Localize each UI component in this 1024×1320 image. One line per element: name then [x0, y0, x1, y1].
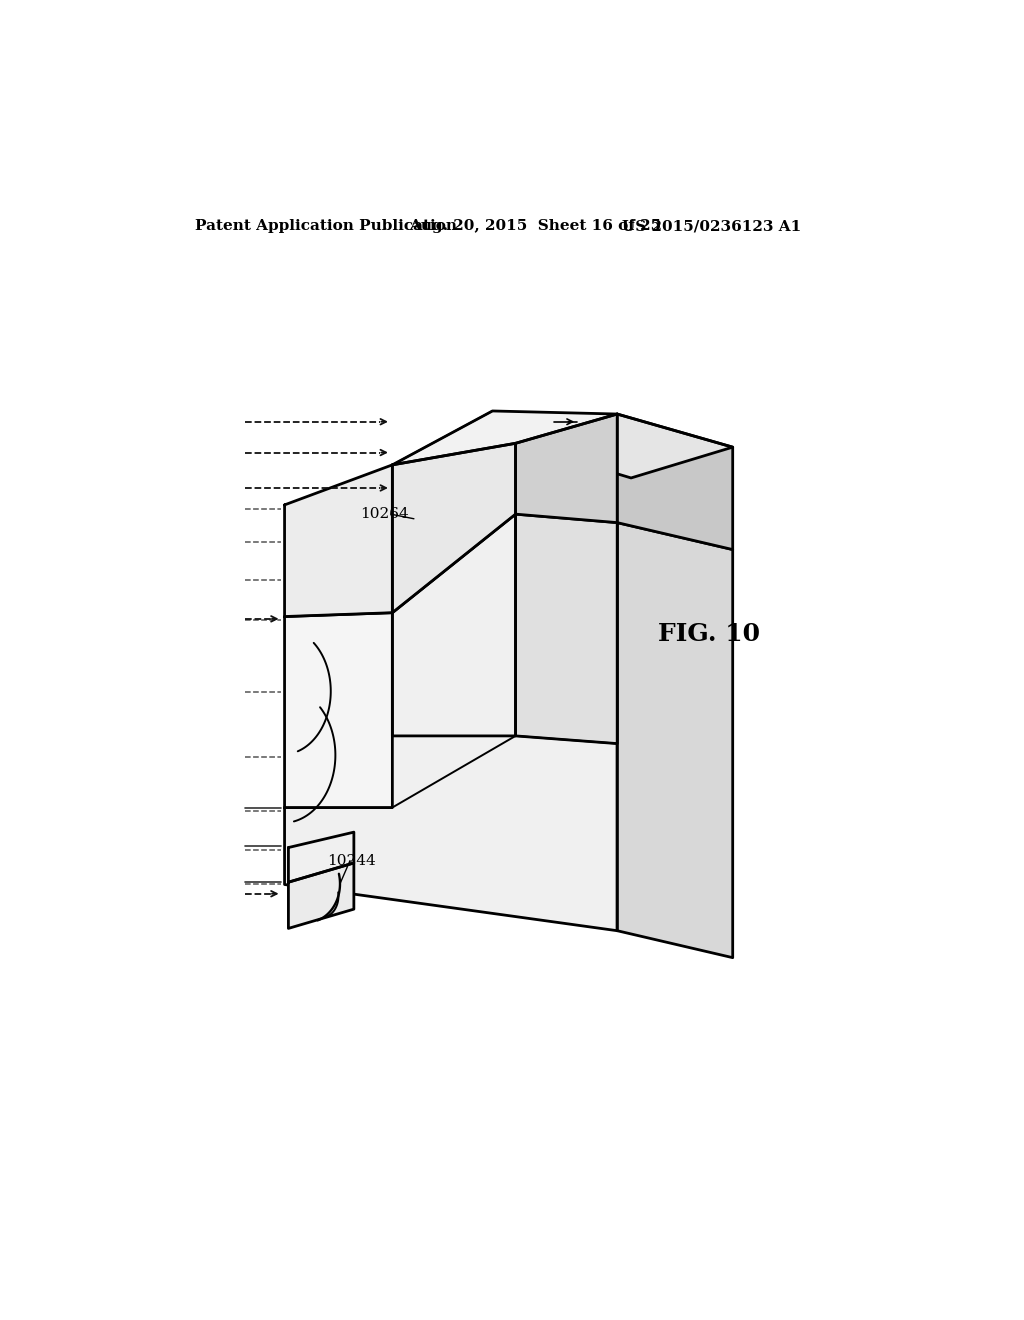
- Polygon shape: [617, 523, 733, 958]
- Text: FIG. 10: FIG. 10: [658, 622, 760, 647]
- Polygon shape: [515, 414, 617, 523]
- Polygon shape: [285, 612, 392, 808]
- Polygon shape: [285, 465, 392, 616]
- Polygon shape: [515, 414, 733, 478]
- Polygon shape: [617, 414, 733, 549]
- Text: 10264: 10264: [360, 507, 409, 521]
- Text: US 2015/0236123 A1: US 2015/0236123 A1: [622, 219, 801, 234]
- Text: Aug. 20, 2015  Sheet 16 of 25: Aug. 20, 2015 Sheet 16 of 25: [410, 219, 662, 234]
- Text: Patent Application Publication: Patent Application Publication: [196, 219, 458, 234]
- Polygon shape: [392, 411, 617, 465]
- Polygon shape: [285, 523, 617, 931]
- Polygon shape: [289, 832, 354, 882]
- Polygon shape: [515, 515, 617, 743]
- Polygon shape: [392, 515, 515, 737]
- Polygon shape: [289, 863, 354, 928]
- Text: 10244: 10244: [327, 854, 376, 867]
- Polygon shape: [392, 444, 515, 612]
